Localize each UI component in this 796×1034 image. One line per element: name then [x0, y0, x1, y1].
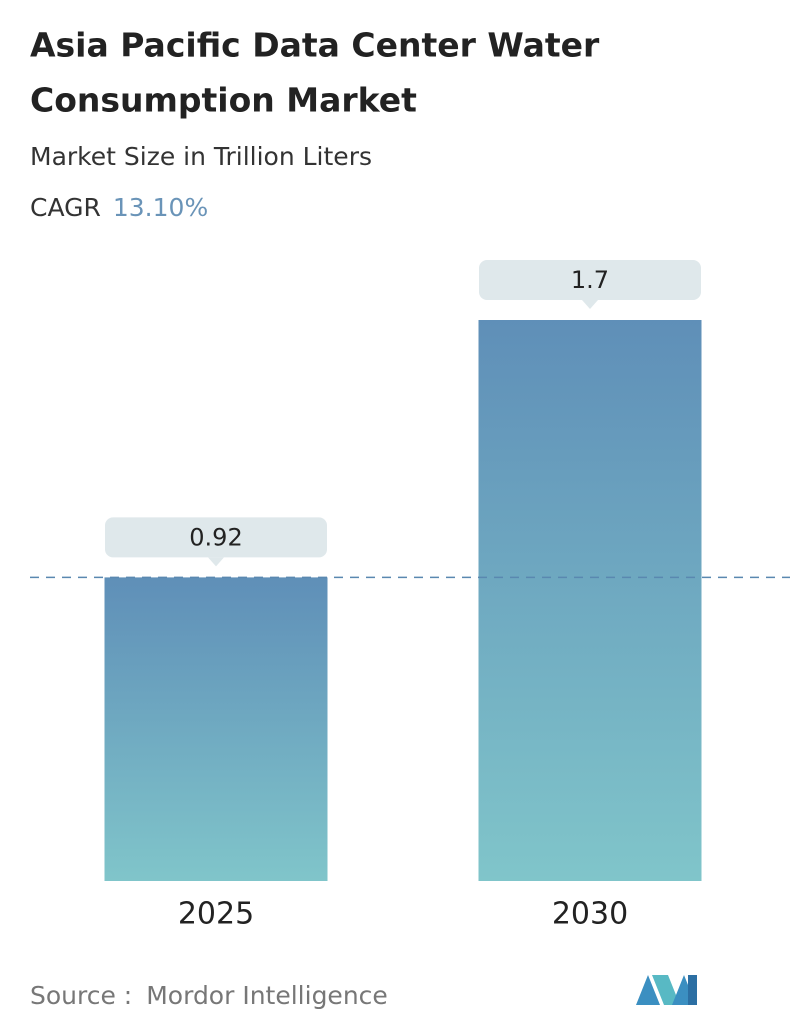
chart-title: Asia Pacific Data Center Water: [30, 26, 600, 65]
value-label-box: [479, 260, 701, 300]
plot: 0.92 2025 1.7 2030: [30, 260, 790, 932]
x-tick-label: 2025: [178, 897, 254, 932]
source: Source : Mordor Intelligence: [30, 981, 388, 1010]
chart-title-continued: Consumption Market: [30, 81, 417, 120]
source-label: Source :: [30, 981, 132, 1010]
value-label-box: [105, 517, 327, 558]
value-label: 1.7: [571, 266, 609, 294]
logo: [636, 975, 697, 1005]
value-label-pointer: [208, 557, 224, 567]
chart-subtitle: Market Size in Trillion Liters: [30, 142, 372, 171]
source-name: Mordor Intelligence: [146, 981, 388, 1010]
cagr-value: 13.10%: [113, 193, 208, 222]
x-tick-label: 2030: [552, 897, 628, 932]
cagr-label: CAGR: [30, 193, 101, 222]
value-label-pointer: [582, 300, 598, 309]
value-label: 0.92: [189, 523, 242, 551]
bar: [478, 320, 702, 881]
bar: [104, 577, 328, 881]
cagr-label: CAGR 13.10%: [30, 193, 208, 222]
